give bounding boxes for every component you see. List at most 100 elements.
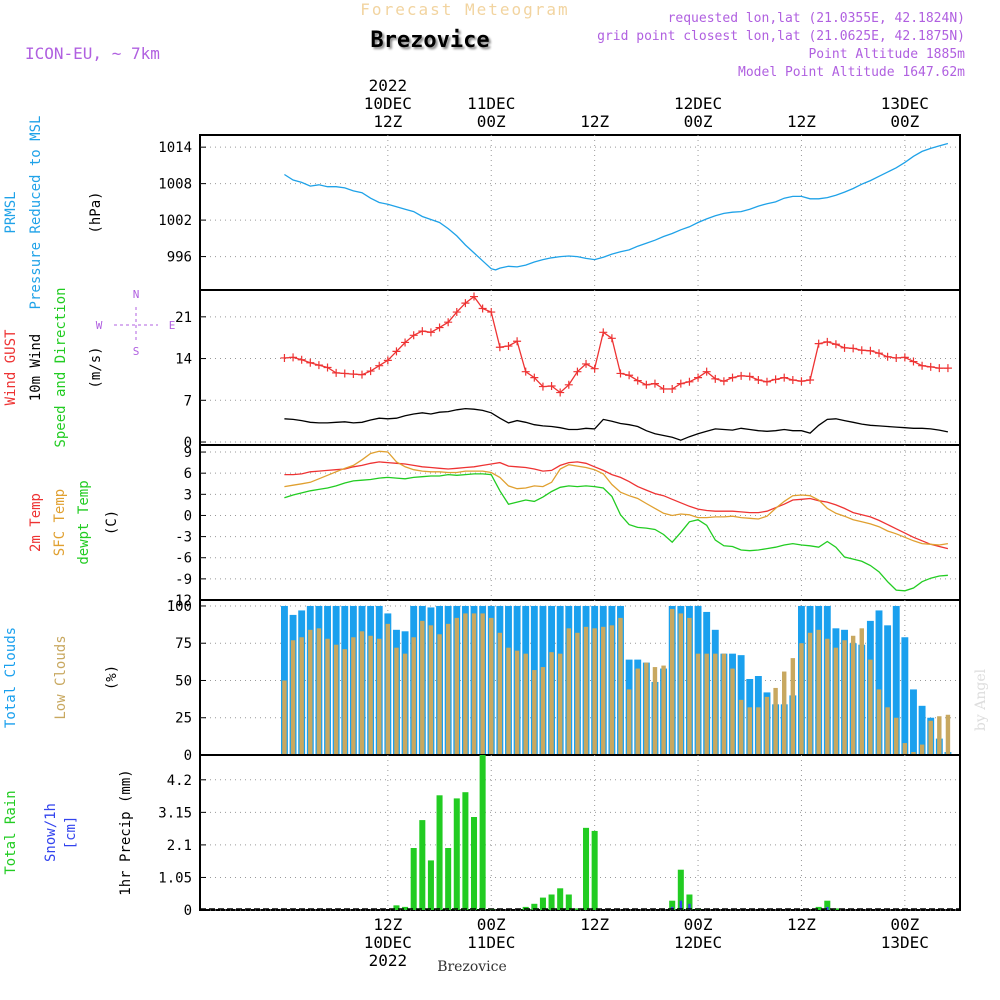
low-cloud-bar [730,668,735,755]
low-cloud-bar [859,628,864,755]
low-cloud-bar [799,643,804,755]
panel-4: 0 1.05 2.1 3.15 4.2 Total Rain Snow/1h [cm] 1hr … [3,754,961,919]
low-cloud-bar [290,640,296,755]
low-cloud-bar [316,628,322,755]
gust-marker [685,377,694,386]
low-cloud-bar [902,743,908,755]
gust-marker [918,361,927,370]
series-line-sfc-temp [284,450,949,546]
low-cloud-bar [894,717,899,755]
gust-marker [556,388,565,397]
gust-marker [590,364,599,373]
low-cloud-bar [394,647,399,755]
panel-frame [199,134,961,291]
rain-bar [427,860,434,910]
snow-bar [688,903,691,910]
gust-marker [607,334,616,343]
gust-marker [487,308,496,317]
gust-marker [728,373,737,382]
gust-marker [547,381,556,390]
y-tick-label: 0 [184,508,192,524]
y-tick-label: 0 [184,903,192,919]
series-line-wind-gust [284,295,948,394]
low-cloud-bar [937,716,942,755]
low-cloud-bar [325,638,330,755]
rain-bar [402,906,409,910]
y-tick-label: 1.05 [158,870,192,886]
snow-bar [679,900,683,910]
low-cloud-bar [704,653,709,755]
low-cloud-bar [687,617,692,755]
gust-marker [745,372,754,381]
panel-unit: (hPa) [88,191,104,233]
rain-bar [557,888,564,910]
top-time-label: 12Z [787,112,816,131]
y-tick-label: 25 [175,711,192,727]
panel-label: [cm] [63,816,79,850]
gust-marker [530,373,539,382]
bottom-time-label: 12Z [373,915,402,934]
gust-marker [823,337,832,346]
low-cloud-bar [497,632,503,755]
low-cloud-bar [782,671,787,755]
gust-marker [650,379,659,388]
gust-marker [564,380,573,389]
y-tick-label: 0 [184,748,192,764]
low-cloud-bar [540,667,546,755]
gust-marker [771,375,780,384]
grid-point-coords: grid point closest lon,lat (21.0625E, 42… [597,29,965,44]
gust-marker [866,346,875,355]
low-cloud-bar [678,613,684,755]
low-cloud-bar [868,659,873,755]
gust-marker [401,338,410,347]
rain-bar [565,894,572,910]
panel-frame [199,289,961,446]
panel-2: -12 -9 -6 -3 0 3 6 9 2m Temp SFC Temp dewpt Temp (C… [28,444,961,609]
gust-marker [668,384,677,393]
top-time-label: 11DEC [467,94,515,113]
low-cloud-bar [626,689,632,755]
rain-bar [815,906,822,910]
y-tick-label: 9 [184,445,192,461]
gust-marker [780,373,789,382]
low-cloud-bar [420,620,425,755]
low-cloud-bar [945,714,951,755]
low-cloud-bar [592,628,597,755]
rain-bar [574,908,581,910]
gust-marker [676,379,685,388]
low-cloud-bar [575,632,580,755]
top-time-label: 13DEC [881,94,929,113]
low-cloud-bar [342,649,347,755]
gust-marker [340,369,349,378]
low-cloud-bar [549,652,554,755]
low-cloud-bar [428,625,434,755]
compass-cross-icon [114,307,158,343]
model-altitude: Model Point Altitude 1647.62m [738,65,965,80]
gust-marker [806,376,815,385]
panel-unit: 1hr Precip (mm) [118,769,134,895]
gust-marker [642,380,651,389]
gust-marker [495,343,504,352]
low-cloud-bar [402,653,408,755]
y-tick-label: -9 [175,572,192,588]
snow-bar [826,906,829,910]
total-cloud-bar [901,637,909,755]
panel-label: Snow/1h [43,803,59,862]
top-time-label: 12Z [373,112,402,131]
low-cloud-bar [695,653,701,755]
gust-marker [409,331,418,340]
gust-marker [435,323,444,332]
compass-w-label: W [96,319,103,332]
series-line-dewpt-temp [284,473,948,592]
panel-label: Pressure Reduced to MSL [28,116,44,310]
rain-bar [531,903,538,910]
compass-n-label: N [133,288,140,301]
gust-marker [470,292,479,301]
panel-label: Total Rain [3,790,19,874]
gust-marker [935,364,944,373]
gust-marker [633,376,642,385]
y-tick-label: 3.15 [158,805,192,821]
low-cloud-bar [747,707,752,755]
low-cloud-bar [928,720,933,755]
y-tick-label: 75 [175,636,192,652]
